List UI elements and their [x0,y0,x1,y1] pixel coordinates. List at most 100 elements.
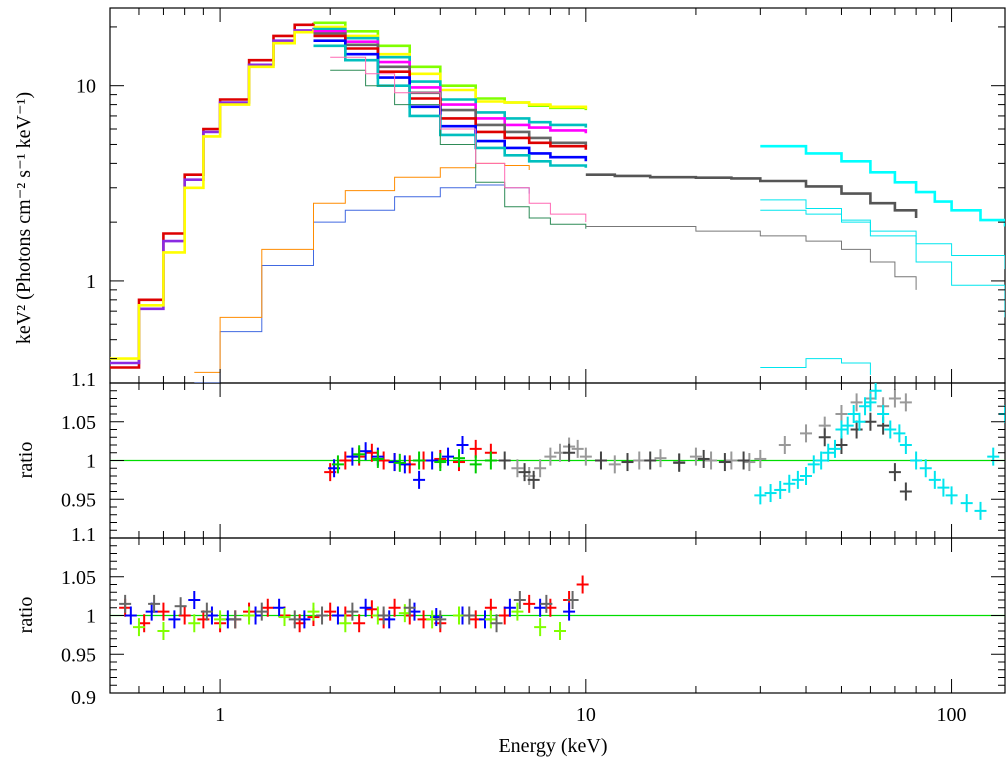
data-point [527,470,540,489]
data-point [864,393,877,412]
data-point [188,614,201,633]
data-point [346,602,359,621]
data-point [960,494,973,513]
data-point [523,594,536,613]
data-point [452,606,465,625]
data-point [174,597,187,616]
data-point [353,445,366,464]
data-point [484,610,497,629]
x-tick-label: 100 [937,704,967,726]
data-point [633,451,646,470]
data-point [869,383,882,400]
series-line [760,199,1005,318]
data-point [884,420,897,439]
data-point [511,459,524,478]
series-line [760,358,871,375]
series-line [760,209,1005,270]
y-tick-label: 1 [86,271,96,293]
y-tick-label: 1.05 [61,567,96,589]
data-point [945,486,958,505]
data-point [910,451,923,470]
data-point [544,447,557,466]
data-point [200,602,213,621]
data-point [800,424,813,443]
data-point [359,442,372,461]
series-line [313,30,588,134]
series-line [585,173,918,218]
data-point [818,428,831,447]
data-point [822,443,835,462]
data-point [778,436,791,454]
data-point [888,463,901,482]
data-point [644,451,657,470]
data-point [774,480,787,499]
series-line [313,27,588,128]
data-point [403,598,416,617]
series-line [313,25,588,109]
data-point [764,484,777,503]
data-point [791,470,804,489]
data-point [853,412,866,431]
y-tick-label: 10 [76,76,96,98]
series-line [585,226,917,290]
data-point [463,606,476,625]
data-point [393,453,406,472]
data-point [864,412,877,431]
data-point [371,449,384,468]
data-point [888,389,901,408]
data-point [383,610,396,629]
series-line [760,144,1005,227]
data-point [452,449,465,468]
y-axis-label-ratio-top: ratio [15,442,37,479]
y-tick-label: 0.95 [61,644,96,666]
data-point [324,602,337,621]
series-line [110,27,315,365]
data-point [469,439,482,458]
series-line [110,29,315,360]
data-point [576,575,589,594]
data-point [243,606,256,625]
data-point [188,591,201,609]
data-point [434,610,447,629]
data-point [841,416,854,435]
data-point [307,602,320,621]
data-point [124,606,137,625]
data-point [705,451,718,470]
data-point [673,453,686,472]
data-point [534,598,547,617]
data-point [456,436,469,454]
series-line [194,184,530,383]
data-point [579,447,592,466]
data-point [484,451,497,470]
data-point [815,451,828,470]
data-point [205,606,218,625]
data-point [689,447,702,466]
data-point [442,447,455,466]
y-tick-label: 1 [86,606,96,628]
data-point [899,482,912,501]
data-point [540,594,553,613]
y-tick-label: 0.95 [61,489,96,511]
data-point [261,598,274,617]
series-line [110,22,315,369]
data-point [388,598,401,617]
data-point [426,451,439,470]
data-point [273,598,286,617]
plot-area [110,21,1005,640]
data-point [899,436,912,454]
data-point [566,591,579,609]
data-point [513,591,526,609]
x-axis-label: Energy (keV) [498,735,607,757]
data-point [608,455,621,474]
data-point [987,447,1000,466]
data-point [847,405,860,423]
data-point [377,451,390,470]
data-point [594,451,607,470]
data-point [490,614,503,633]
data-point [563,443,576,462]
data-point [518,463,531,482]
data-point [899,393,912,412]
data-point [316,606,329,625]
data-point [807,455,820,474]
y-axis-label-spectrum: keV² (Photons cm⁻² s⁻¹ keV⁻¹) [13,92,35,344]
